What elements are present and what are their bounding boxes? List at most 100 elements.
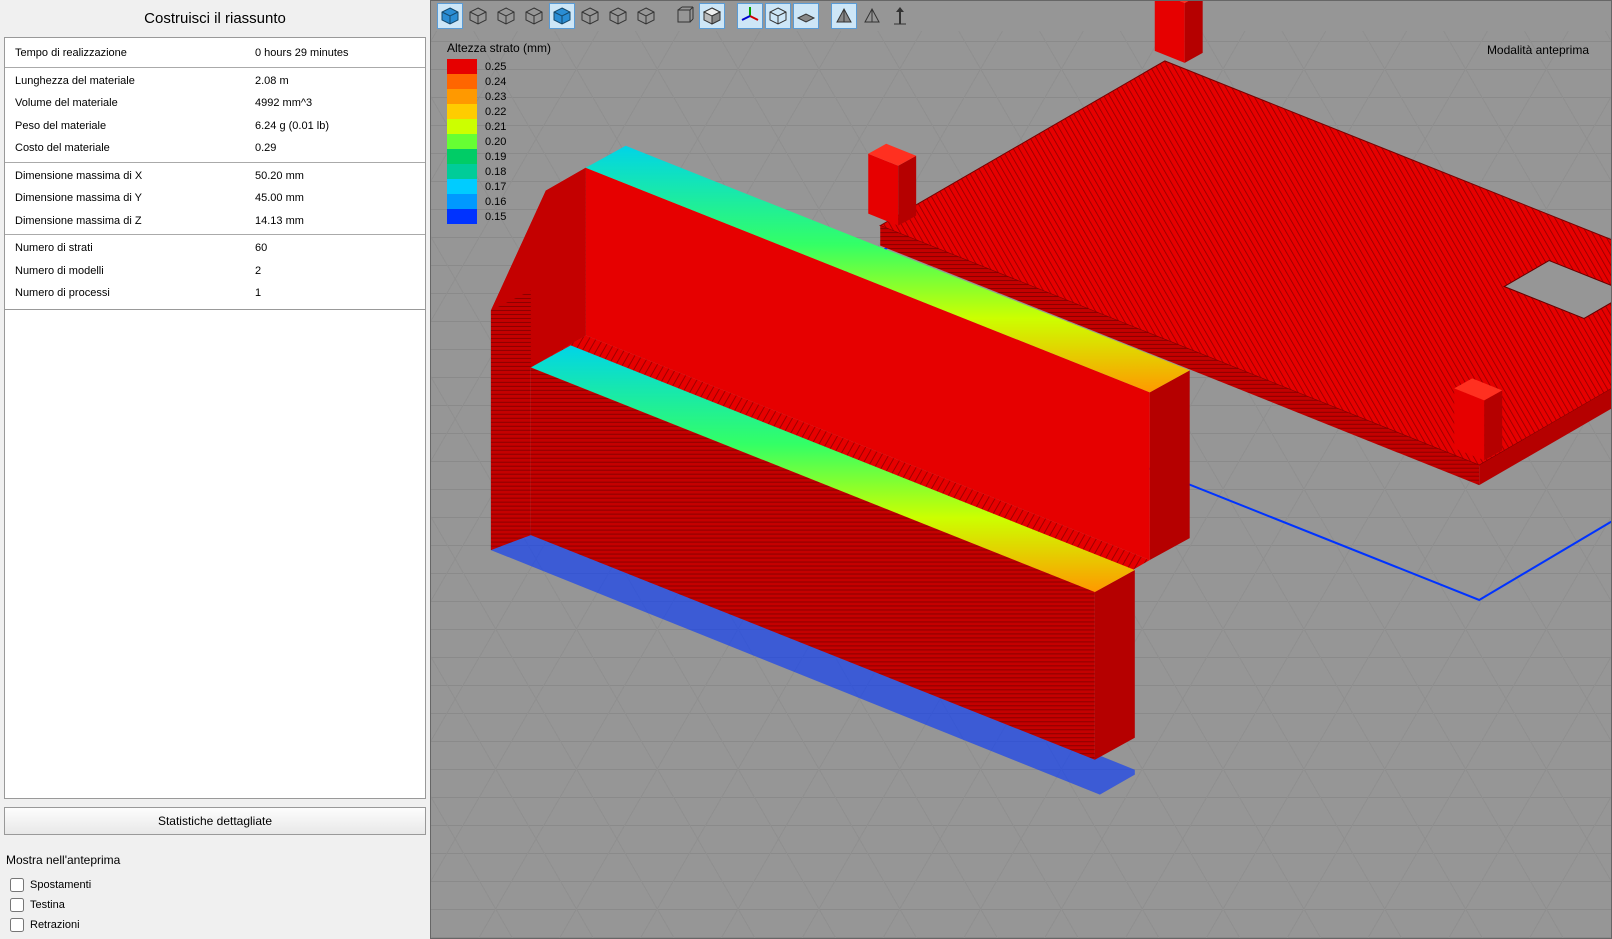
view-left-button[interactable] [521,3,547,29]
summary-label: Peso del materiale [15,118,255,135]
move-z-icon [890,6,910,26]
legend-swatch [447,209,477,224]
legend-row: 0.20 [447,134,551,149]
legend-row: 0.17 [447,179,551,194]
view-iso-front-button[interactable] [437,3,463,29]
summary-value: 60 [255,240,415,257]
legend-row: 0.19 [447,149,551,164]
preview-checkbox-row[interactable]: Testina [6,895,424,915]
summary-label: Numero di modelli [15,263,255,280]
summary-row: Costo del materiale0.29 [5,137,425,160]
view-iso2-button[interactable] [633,3,659,29]
summary-value: 1 [255,285,415,302]
legend-row: 0.24 [447,74,551,89]
summary-value: 0 hours 29 minutes [255,45,415,62]
summary-row: Numero di processi1 [5,282,425,305]
floor-icon [796,6,816,26]
view-fit-button[interactable] [699,3,725,29]
summary-group: Tempo di realizzazione0 hours 29 minutes [5,40,425,68]
summary-spacer [4,310,426,800]
legend-swatch [447,164,477,179]
summary-row: Numero di strati60 [5,237,425,260]
toggle-box-button[interactable] [765,3,791,29]
summary-table: Tempo di realizzazione0 hours 29 minutes… [4,37,426,310]
view-back-button[interactable] [493,3,519,29]
preview-mode-label: Modalità anteprima [1487,43,1589,57]
legend-value: 0.20 [485,136,506,148]
checkbox-spostamenti[interactable] [10,878,24,892]
cube-wire-icon [468,6,488,26]
cube-wire-icon [496,6,516,26]
summary-label: Volume del materiale [15,95,255,112]
summary-row: Dimensione massima di X50.20 mm [5,165,425,188]
summary-value: 45.00 mm [255,190,415,207]
summary-row: Numero di modelli2 [5,260,425,283]
summary-label: Tempo di realizzazione [15,45,255,62]
preview-section-title: Mostra nell'anteprima [6,853,424,867]
legend-value: 0.19 [485,151,506,163]
viewport-3d[interactable]: Altezza strato (mm) 0.250.240.230.220.21… [430,0,1612,939]
toggle-shading-button[interactable] [831,3,857,29]
checkbox-testina[interactable] [10,898,24,912]
view-top-button[interactable] [577,3,603,29]
checkbox-label: Retrazioni [30,919,80,931]
checkbox-retrazioni[interactable] [10,918,24,932]
cube-solid-icon [440,6,460,26]
cube-wire-icon [768,6,788,26]
layer-height-legend: Altezza strato (mm) 0.250.240.230.220.21… [447,41,551,224]
summary-label: Numero di strati [15,240,255,257]
summary-label: Costo del materiale [15,140,255,157]
view-front-button[interactable] [465,3,491,29]
legend-row: 0.15 [447,209,551,224]
legend-value: 0.24 [485,76,506,88]
summary-row: Tempo di realizzazione0 hours 29 minutes [5,42,425,65]
toggle-wire-button[interactable] [859,3,885,29]
legend-row: 0.23 [447,89,551,104]
legend-row: 0.22 [447,104,551,119]
legend-swatch [447,149,477,164]
detailed-stats-button[interactable]: Statistiche dettagliate [4,807,426,835]
checkbox-label: Testina [30,899,65,911]
axes-icon [740,6,760,26]
legend-row: 0.16 [447,194,551,209]
summary-label: Dimensione massima di Z [15,213,255,230]
summary-label: Dimensione massima di Y [15,190,255,207]
cube-outline-icon [674,6,694,26]
summary-row: Dimensione massima di Y45.00 mm [5,187,425,210]
model-preview [431,1,1611,908]
summary-group: Dimensione massima di X50.20 mmDimension… [5,163,425,236]
summary-row: Lunghezza del materiale2.08 m [5,70,425,93]
summary-value: 0.29 [255,140,415,157]
summary-label: Numero di processi [15,285,255,302]
summary-label: Lunghezza del materiale [15,73,255,90]
preview-checkbox-row[interactable]: Spostamenti [6,875,424,895]
legend-value: 0.16 [485,196,506,208]
preview-section: Mostra nell'anteprima Spostamenti Testina… [4,849,426,935]
toggle-move-button[interactable] [887,3,913,29]
view-right-button[interactable] [549,3,575,29]
summary-row: Volume del materiale4992 mm^3 [5,92,425,115]
summary-value: 2 [255,263,415,280]
preview-checkbox-row[interactable]: Retrazioni [6,915,424,935]
legend-swatch [447,74,477,89]
legend-swatch [447,89,477,104]
legend-value: 0.17 [485,181,506,193]
sidebar: Costruisci il riassunto Tempo di realizz… [0,0,430,939]
pyramid-wire-icon [862,6,882,26]
view-toolbar [437,3,913,29]
view-reset-button[interactable] [671,3,697,29]
toggle-floor-button[interactable] [793,3,819,29]
cube-shaded-icon [702,6,722,26]
legend-value: 0.18 [485,166,506,178]
toggle-axes-button[interactable] [737,3,763,29]
legend-row: 0.21 [447,119,551,134]
summary-group: Lunghezza del materiale2.08 mVolume del … [5,68,425,163]
legend-title: Altezza strato (mm) [447,41,551,55]
summary-row: Peso del materiale6.24 g (0.01 lb) [5,115,425,138]
legend-value: 0.22 [485,106,506,118]
summary-label: Dimensione massima di X [15,168,255,185]
legend-value: 0.15 [485,211,506,223]
checkbox-label: Spostamenti [30,879,91,891]
view-bottom-button[interactable] [605,3,631,29]
legend-swatch [447,194,477,209]
